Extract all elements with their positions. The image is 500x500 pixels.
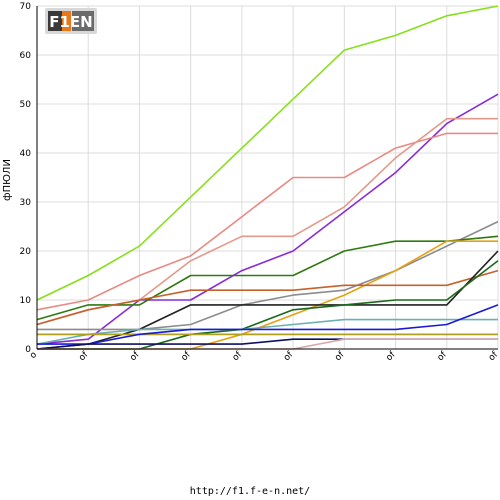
- series-line-0: [36, 5, 499, 301]
- x-tick-label-3: of: [180, 349, 194, 363]
- series-line-10: [36, 318, 498, 345]
- series-line-2: [36, 132, 498, 311]
- x-tick-label-9: of: [487, 349, 500, 363]
- chart-grid: [36, 5, 499, 350]
- x-tick-label-7: of: [384, 349, 398, 363]
- series-line-1: [36, 93, 499, 345]
- y-tick-label-2: 20: [20, 247, 32, 257]
- logo-text: F1EN: [49, 13, 92, 31]
- y-tick-label-6: 60: [20, 51, 32, 61]
- x-tick-label-6: of: [333, 349, 347, 363]
- series-line-8: [36, 250, 499, 350]
- series-line-7: [36, 269, 499, 326]
- footer-url[interactable]: http://f1.f-e-n.net/: [189, 486, 311, 497]
- y-tick-label-1: 10: [20, 296, 32, 306]
- y-tick-label-0: 0: [25, 345, 31, 355]
- logo-f-block: [48, 11, 62, 31]
- series-line-13: [37, 304, 499, 345]
- x-tick-label-8: of: [436, 349, 450, 363]
- y-tick-labels: 0 10 20 30 40 50 60 70: [20, 2, 32, 355]
- y-axis-label: фПЮЛИ: [2, 159, 13, 201]
- x-tick-labels: o of of of of of of of of of: [28, 349, 500, 363]
- y-tick-label-5: 50: [20, 100, 32, 110]
- logo-en-block: [72, 11, 94, 31]
- x-tick-label-1: of: [77, 349, 91, 363]
- logo-1-block: [62, 11, 71, 31]
- y-tick-label-4: 40: [20, 149, 32, 159]
- chart-series: [36, 5, 499, 350]
- series-line-4: [37, 220, 499, 331]
- x-tick-label-0: o: [28, 350, 39, 361]
- x-tick-label-5: of: [282, 349, 296, 363]
- y-tick-label-7: 70: [20, 2, 32, 12]
- series-line-3: [36, 117, 498, 326]
- chart-axes: [36, 6, 498, 350]
- y-tick-label-3: 30: [20, 198, 32, 208]
- f1en-logo: F1EN: [45, 8, 97, 34]
- x-tick-label-4: of: [231, 349, 245, 363]
- x-tick-label-2: of: [128, 349, 142, 363]
